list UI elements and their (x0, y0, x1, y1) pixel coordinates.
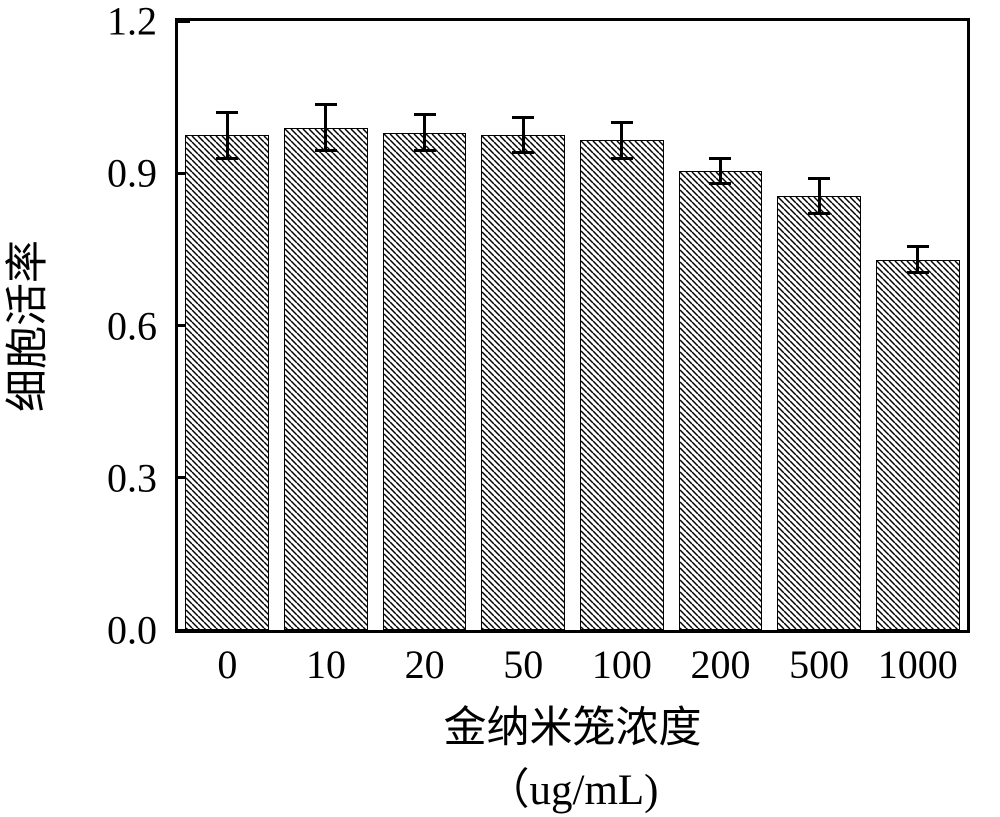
x-tick-label: 100 (592, 641, 652, 688)
errorbar-cap (315, 149, 337, 152)
y-tick-label: 0.0 (0, 607, 157, 654)
bar-hatch (581, 141, 663, 629)
errorbar-cap (709, 182, 731, 185)
errorbar-cap (512, 116, 534, 119)
bar (185, 135, 269, 630)
errorbar-cap (315, 103, 337, 106)
y-tick-label: 1.2 (0, 0, 157, 45)
bar (876, 260, 960, 630)
errorbar-cap (907, 245, 929, 248)
errorbar (719, 158, 722, 183)
bar-hatch (778, 197, 860, 629)
x-tick-label: 20 (405, 641, 445, 688)
x-tick-label: 0 (217, 641, 237, 688)
bar (481, 135, 565, 630)
bar (679, 171, 763, 630)
y-tick-label: 0.6 (0, 302, 157, 349)
errorbar-cap (611, 157, 633, 160)
errorbar-cap (907, 271, 929, 274)
x-tick-label: 200 (690, 641, 750, 688)
errorbar-cap (808, 177, 830, 180)
errorbar-cap (414, 149, 436, 152)
errorbar (423, 115, 426, 151)
bar-hatch (384, 134, 466, 629)
bar (383, 133, 467, 630)
bar (777, 196, 861, 630)
bar (284, 128, 368, 630)
x-tick-label: 1000 (878, 641, 958, 688)
x-axis-label: 金纳米笼浓度（ug/mL) (359, 693, 787, 817)
errorbar (324, 105, 327, 151)
errorbar (522, 117, 525, 153)
bar-hatch (186, 136, 268, 629)
y-tick-label: 0.3 (0, 454, 157, 501)
y-tick-label: 0.9 (0, 150, 157, 197)
errorbar (916, 247, 919, 272)
errorbar-cap (709, 157, 731, 160)
bar-hatch (680, 172, 762, 629)
errorbar-cap (216, 111, 238, 114)
x-tick-label: 50 (503, 641, 543, 688)
figure: 细胞活率 金纳米笼浓度（ug/mL) 0.00.30.60.91.2010205… (0, 0, 1000, 775)
bar-hatch (482, 136, 564, 629)
errorbar (226, 112, 229, 158)
errorbar-cap (512, 151, 534, 154)
y-tick-mark (178, 20, 190, 23)
errorbar-cap (611, 121, 633, 124)
errorbar-cap (216, 157, 238, 160)
errorbar (620, 123, 623, 159)
bar-hatch (285, 129, 367, 629)
x-tick-label: 10 (306, 641, 346, 688)
x-tick-label: 500 (789, 641, 849, 688)
errorbar-cap (414, 113, 436, 116)
bar-hatch (877, 261, 959, 629)
errorbar-cap (808, 212, 830, 215)
errorbar (818, 178, 821, 214)
bar (580, 140, 664, 630)
